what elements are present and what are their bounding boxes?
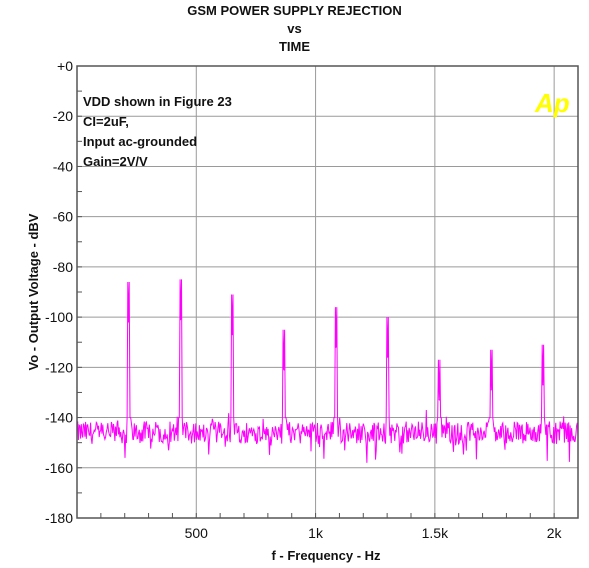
y-tick-label: -60 (53, 209, 73, 225)
chart-title-line-1: GSM POWER SUPPLY REJECTION (187, 3, 402, 18)
annotation-line-3: Input ac-grounded (83, 134, 197, 149)
peak-point (335, 346, 337, 348)
y-tick-label: -140 (45, 410, 73, 426)
annotation-line-4: Gain=2V/V (83, 154, 148, 169)
y-tick-label: -180 (45, 510, 73, 526)
peak-point (283, 369, 285, 371)
annotation-line-1: VDD shown in Figure 23 (83, 94, 232, 109)
peak-point (542, 384, 544, 386)
peak-point (490, 389, 492, 391)
annotation-line-2: CI=2uF, (83, 114, 129, 129)
chart-title-line-2: vs (287, 21, 302, 36)
y-tick-label: -80 (53, 259, 73, 275)
spectrum-trace (76, 279, 579, 463)
peak-point (128, 321, 130, 323)
chart-title-line-3: TIME (278, 39, 311, 54)
tick-layer: +0 -20 -40 -60 -80 -100 -120 -140 -160 -180 500 1k 1… (45, 58, 563, 541)
x-axis-label: f - Frequency - Hz (271, 548, 381, 563)
peak-point (438, 399, 440, 401)
x-tick-label: 2k (547, 525, 563, 541)
y-tick-label: -100 (45, 309, 73, 325)
y-tick-label: -40 (53, 158, 73, 174)
trace-layer (76, 279, 579, 463)
y-axis-label: Vo - Output Voltage - dBV (26, 213, 41, 370)
x-tick-label: 1.5k (422, 525, 449, 541)
x-tick-label: 500 (185, 525, 209, 541)
x-tick-label: 1k (308, 525, 324, 541)
peak-point (179, 319, 182, 321)
y-tick-label: -20 (53, 108, 73, 124)
peak-point (231, 334, 233, 336)
ap-logo: Ap (534, 88, 570, 118)
y-tick-label: -120 (45, 359, 73, 375)
y-tick-label: +0 (57, 58, 73, 74)
y-tick-label: -160 (45, 460, 73, 476)
peak-point (387, 356, 389, 358)
